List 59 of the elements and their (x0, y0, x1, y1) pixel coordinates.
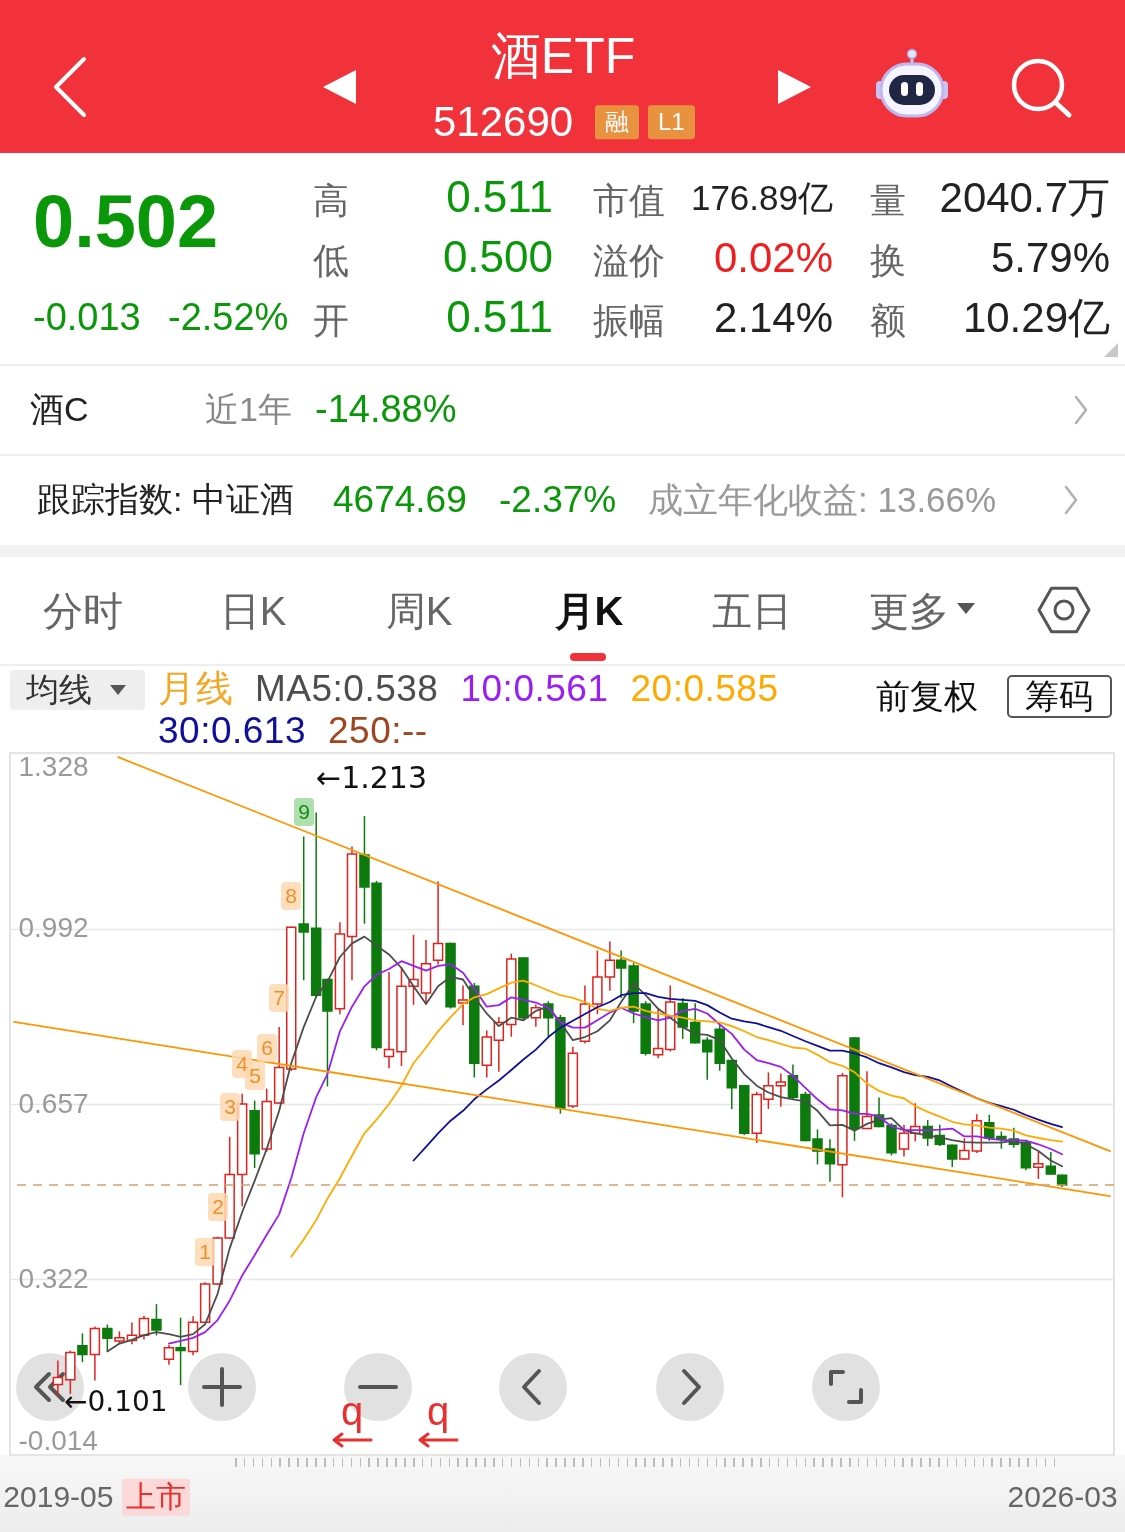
text: 10.29亿 (962, 293, 1110, 343)
annotation: q (340, 1388, 364, 1434)
y-tick-label: 0.992 (18, 912, 89, 944)
text: 五日 (712, 588, 792, 634)
text: -2.52% (168, 296, 289, 340)
text: 0.511 (446, 171, 553, 223)
text: 酒C (30, 390, 89, 430)
text: 176.89亿 (690, 177, 833, 219)
text: -0.013 (33, 296, 141, 340)
x-tick-label: 2026-03 (1007, 1479, 1118, 1513)
x-tick-label: 2019-05 (3, 1479, 114, 1513)
text: 开 (313, 300, 349, 342)
text: 2040.7万 (939, 173, 1110, 223)
text: 0.511 (446, 291, 553, 343)
text: 融 (595, 105, 639, 139)
text: 20:0.585 (630, 668, 779, 710)
text: 额 (870, 300, 906, 342)
button: 筹码 (1007, 675, 1112, 718)
text: 4674.69 (333, 478, 467, 522)
text: 前复权 (876, 677, 978, 717)
text: 0.02% (713, 233, 833, 283)
text: 分时 (43, 588, 123, 634)
text: 更多 (869, 588, 949, 634)
text: 换 (870, 240, 906, 282)
text: 5.79% (990, 233, 1110, 283)
chart-subtitle: 512690 (433, 97, 574, 147)
text: -2.37% (499, 478, 617, 522)
text: 上市 (122, 1478, 190, 1516)
text: 量 (870, 180, 906, 222)
text: 市值 (593, 180, 665, 222)
text: 2.14% (713, 293, 833, 343)
text: L1 (648, 105, 695, 139)
text: 高 (313, 180, 349, 222)
text: 月K (554, 588, 624, 634)
text: 日K (219, 588, 287, 634)
text: 低 (313, 240, 349, 282)
y-tick-label: 0.657 (18, 1087, 89, 1119)
y-tick-label: 1.328 (18, 750, 89, 782)
annotation: ←0.101 (64, 1384, 168, 1419)
text: 溢价 (593, 240, 665, 282)
legend-label: 250:-- (328, 710, 428, 752)
text: 10:0.561 (460, 668, 609, 710)
text: -14.88% (315, 388, 457, 432)
text: 近1年 (205, 390, 292, 430)
y-tick-label: -0.014 (18, 1424, 98, 1456)
text: 0.502 (33, 179, 219, 265)
text: 成立年化收益: 13.66% (648, 479, 997, 521)
text: 周K (385, 588, 453, 634)
text: 0.500 (442, 231, 553, 283)
annotation: q (426, 1388, 450, 1434)
text: MA5:0.538 (255, 668, 439, 710)
text: 振幅 (593, 300, 665, 342)
chart-title: 酒ETF (490, 28, 636, 86)
text: 跟踪指数: 中证酒 (37, 480, 294, 520)
text: 30:0.613 (158, 710, 307, 752)
annotation: ←1.213 (316, 759, 428, 796)
y-tick-label: 0.322 (18, 1262, 89, 1294)
dropdown: 均线 (10, 670, 145, 710)
legend-title: 月线 (158, 668, 233, 710)
